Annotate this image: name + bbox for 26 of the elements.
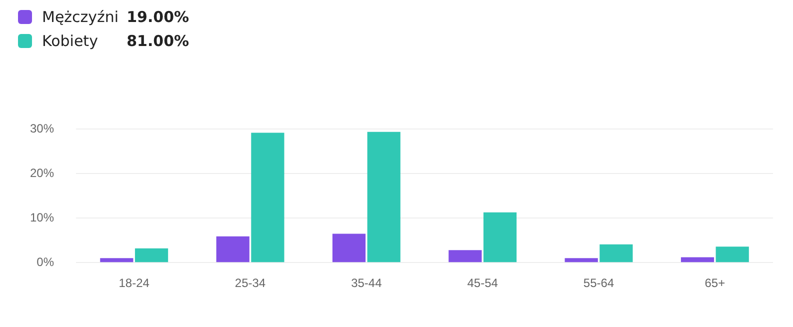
- bar: [680, 257, 714, 262]
- text: 19.00%: [126, 8, 190, 26]
- legend-label: Kobiety: [41, 32, 99, 50]
- y-tick-label: 20%: [30, 166, 54, 180]
- x-tick-label: 18-24: [118, 276, 150, 290]
- y-tick-label: 30%: [30, 122, 54, 136]
- bar: [564, 258, 598, 262]
- legend-label: Mężczyźni: [41, 8, 119, 26]
- bar: [216, 236, 250, 262]
- bar: [332, 234, 366, 262]
- y-tick-label: 0%: [36, 254, 54, 269]
- x-tick-label: 65+: [704, 276, 726, 290]
- x-tick-label: 25-34: [234, 276, 266, 290]
- bar: [367, 132, 400, 262]
- bar: [483, 212, 517, 262]
- text: 81.00%: [126, 32, 190, 50]
- bar: [448, 250, 482, 262]
- bar: [100, 258, 134, 262]
- bar: [716, 246, 749, 262]
- bar: [600, 244, 633, 262]
- x-tick-label: 45-54: [467, 276, 498, 290]
- x-tick-label: 55-64: [583, 276, 614, 290]
- y-tick-label: 10%: [30, 210, 54, 224]
- bar: [134, 248, 168, 262]
- x-tick-label: 35-44: [351, 276, 382, 290]
- bar: [251, 132, 284, 262]
